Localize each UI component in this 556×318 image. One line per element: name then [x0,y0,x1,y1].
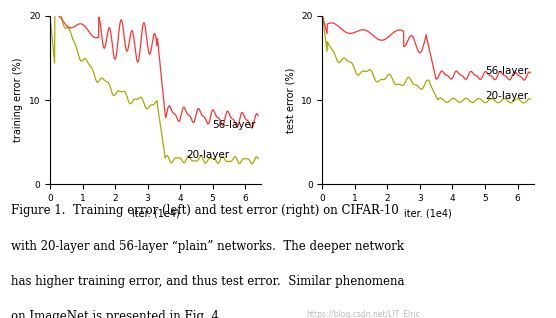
Text: on ImageNet is presented in Fig. 4.: on ImageNet is presented in Fig. 4. [11,310,223,318]
X-axis label: iter. (1e4): iter. (1e4) [404,209,452,219]
Text: 56-layer: 56-layer [212,121,256,130]
X-axis label: iter. (1e4): iter. (1e4) [132,209,180,219]
Y-axis label: test error (%): test error (%) [286,67,296,133]
Text: 20-layer: 20-layer [485,91,528,101]
Text: Figure 1.  Training error (left) and test error (right) on CIFAR-10: Figure 1. Training error (left) and test… [11,204,399,217]
Text: https://blog.csdn.net/LIT_Elric: https://blog.csdn.net/LIT_Elric [306,310,420,318]
Text: has higher training error, and thus test error.  Similar phenomena: has higher training error, and thus test… [11,275,405,288]
Text: 20-layer: 20-layer [187,150,230,160]
Text: with 20-layer and 56-layer “plain” networks.  The deeper network: with 20-layer and 56-layer “plain” netwo… [11,240,404,253]
Y-axis label: training error (%): training error (%) [13,58,23,142]
Text: 56-layer: 56-layer [485,66,528,76]
